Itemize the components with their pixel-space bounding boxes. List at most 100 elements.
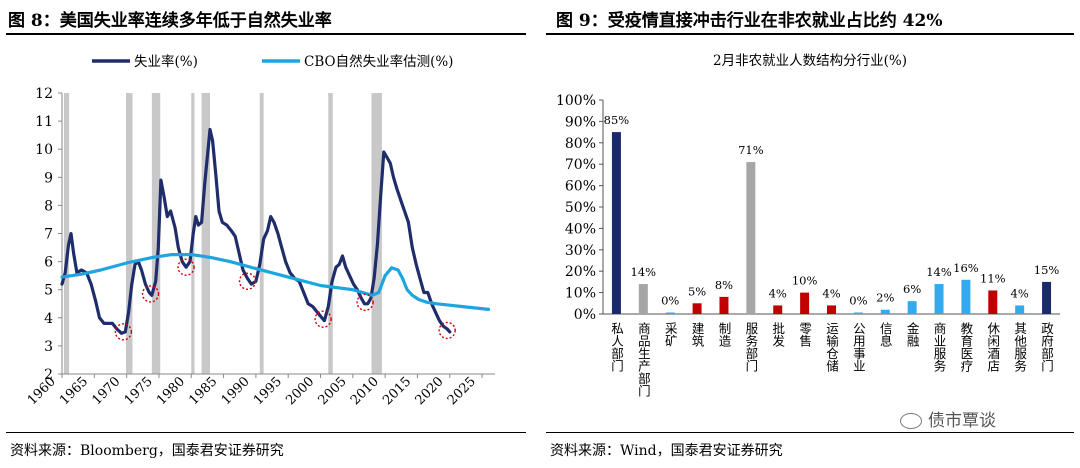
bar-value-label: 2% [876,291,894,305]
y-tick-label: 80% [565,136,596,152]
y-tick-label: 6 [44,255,53,271]
figure-9-title: 图 9：受疫情直接冲击行业在非农就业占比约 42% [556,11,943,31]
bar-value-label: 6% [903,282,921,296]
bar-value-label: 4% [1011,286,1029,300]
x-tick-label: 2025 [445,374,479,408]
figure-8-panel: 图 8：美国失业率连续多年低于自然失业率 2 3 4 5 6 7 8 9 10 11 12 1960 1… [0,0,532,468]
x-tick-label: 1965 [57,374,91,408]
y-tick-label: 8 [44,198,53,214]
y-tick-label: 0% [574,307,596,323]
bar [773,305,783,314]
y-tick-label: 100% [556,93,596,109]
bar-value-label: 10% [792,274,818,288]
bar-value-label: 16% [953,261,979,275]
y-tick-label: 20% [565,264,596,280]
figure-8-source: 资料来源：Bloomberg，国泰君安证券研究 [10,443,284,459]
y-tick-label: 50% [565,200,596,216]
category-label: 公用事业 [851,322,866,372]
category-label: 休闲酒店 [985,322,1000,372]
x-tick-label: 2005 [316,374,350,408]
low-point-circle [314,310,332,328]
bar [665,312,675,314]
category-label: 教育医疗 [958,321,973,373]
recession-band [328,93,333,374]
bar-value-label: 14% [926,265,952,279]
y-tick-label: 40% [565,221,596,237]
low-point-circle [141,285,160,303]
y-tick-label: 10% [565,286,596,302]
y-tick-label: 60% [565,179,596,195]
bar [988,290,998,314]
x-tick-label: 1985 [186,374,220,408]
bar-value-label: 5% [688,284,706,298]
x-tick-label: 1960 [25,374,59,408]
bar [692,303,702,314]
low-point-circle [177,258,195,276]
figure-8-bottom-rule [6,432,526,433]
x-tick-label: 1975 [122,374,156,408]
recession-band [125,93,133,374]
bar-value-label: 0% [849,294,867,308]
bar-value-label: 15% [1034,263,1060,277]
y-tick-label: 3 [44,339,53,355]
figure-8-title: 图 8：美国失业率连续多年低于自然失业率 [8,11,332,31]
category-label: 政府部门 [1039,322,1054,372]
watermark-text: 债市覃谈 [928,411,996,431]
bar [880,309,890,314]
bar-value-label: 11% [980,271,1006,285]
recession-band [201,93,210,374]
recession-band [151,93,161,374]
figure-9-panel: 图 9：受疫情直接冲击行业在非农就业占比约 42% 2月非农就业人数结构分行业(… [540,0,1080,468]
bar [827,305,836,314]
legend-label: CBO自然失业率估测(%) [304,53,453,70]
bar [800,292,810,314]
figure-9-bottom-rule [546,432,1074,433]
x-tick-label: 1990 [219,374,253,408]
y-tick-label: 70% [565,157,596,173]
x-tick-label: 2010 [348,374,382,408]
figure-9-source: 资料来源：Wind，国泰君安证券研究 [550,443,783,459]
bar-value-label: 85% [604,113,630,127]
category-label: 金融 [905,321,920,348]
y-tick-label: 12 [35,86,53,102]
y-tick-label: 30% [565,243,596,259]
low-point-circle [356,293,374,312]
category-label: 零售 [797,322,812,347]
legend-label: 失业率(%) [134,53,198,70]
y-tick-label: 4 [44,311,53,327]
x-tick-label: 2000 [283,374,317,408]
bar [907,301,917,314]
figure-8-top-rule [6,33,526,35]
category-label: 运输仓储 [824,322,839,372]
category-label: 制造 [716,322,731,347]
category-label: 采矿 [663,322,678,347]
low-point-circle [238,272,257,290]
unemployment-line-chart: 2345678910111219601965197019751980198519… [25,53,495,408]
x-tick-label: 1970 [89,374,123,408]
category-label: 信息 [878,322,893,347]
unemployment-rate-line [60,127,452,335]
y-tick-label: 90% [565,114,596,130]
x-tick-label: 2015 [380,374,414,408]
bar-value-label: 0% [661,294,679,308]
bar-value-label: 4% [769,286,787,300]
y-tick-label: 10 [35,142,53,158]
watermark: 债市覃谈 [900,406,996,431]
y-tick-label: 5 [44,283,53,299]
bar [719,296,729,314]
y-tick-label: 7 [44,227,53,243]
x-tick-label: 2020 [413,374,447,408]
wechat-icon [900,413,922,429]
bar [611,132,621,314]
category-label: 商业服务 [932,321,947,372]
y-tick-label: 2 [44,367,53,383]
x-tick-label: 1980 [154,374,188,408]
category-label: 建筑 [690,322,705,348]
low-point-circle [438,321,456,340]
bar [961,279,971,314]
low-point-circle [114,323,133,341]
figure-9-top-rule [546,33,1074,35]
category-label: 批发 [770,321,785,347]
x-tick-label: 1995 [251,374,285,408]
category-label: 私人部门 [609,322,624,372]
